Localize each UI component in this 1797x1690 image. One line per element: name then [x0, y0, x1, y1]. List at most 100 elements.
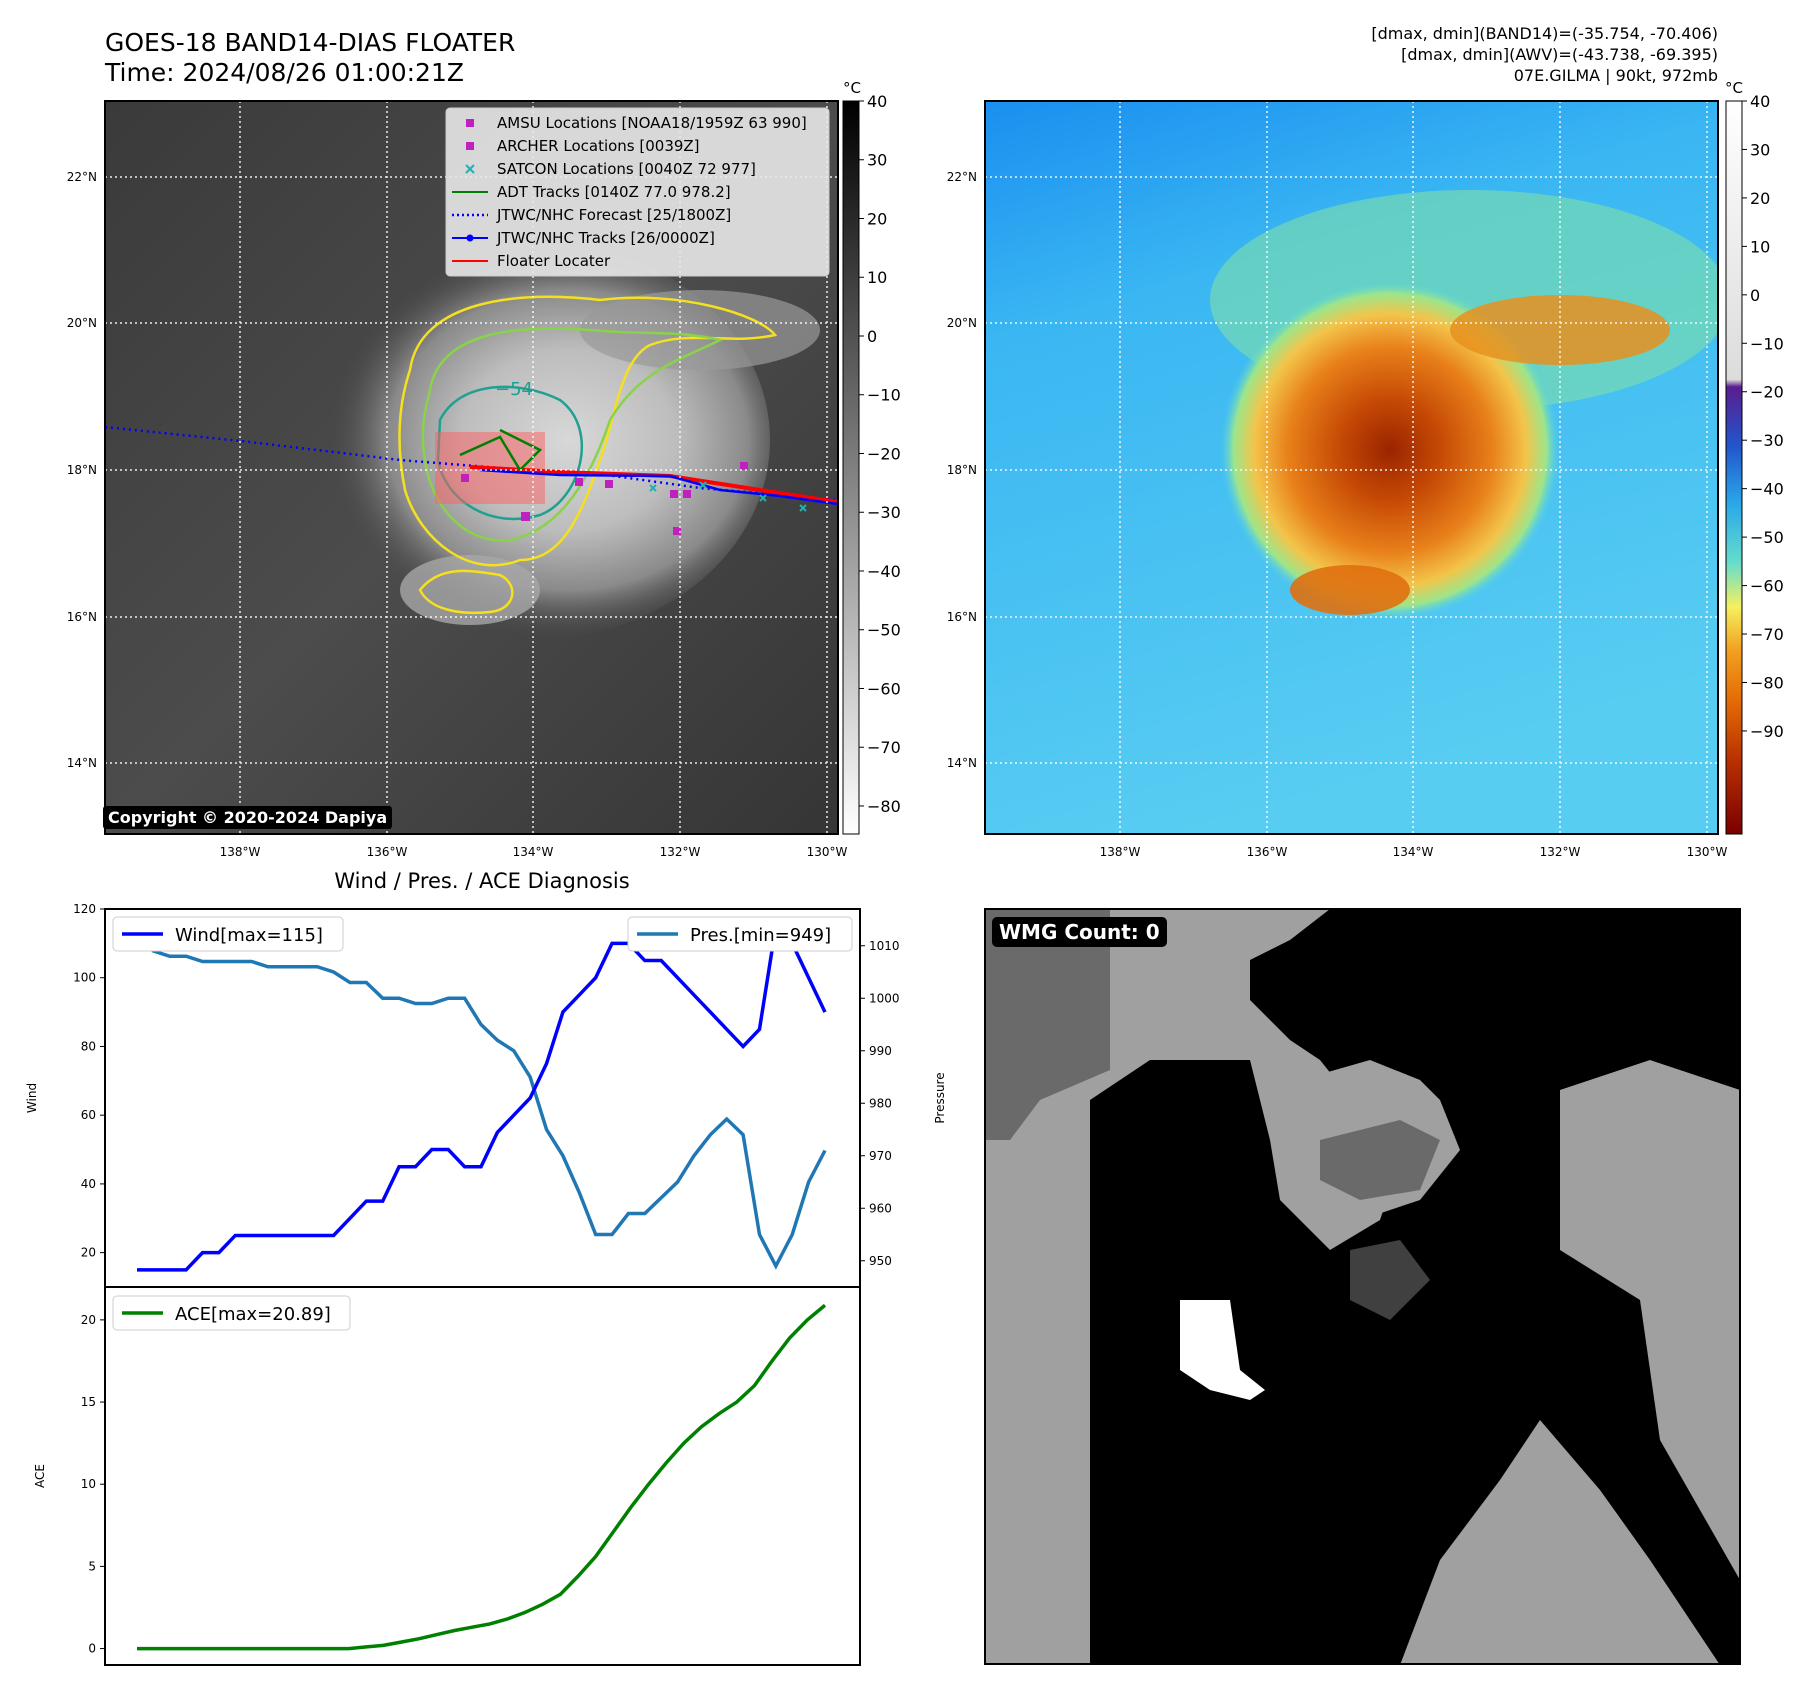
ir-lat-labels: 22°N 20°N 18°N 16°N 14°N: [67, 170, 97, 770]
colorbar-tick-label: −10: [1750, 334, 1784, 353]
colorbar-tick-label: −70: [867, 738, 901, 757]
info-storm-id: 07E.GILMA | 90kt, 972mb: [1514, 66, 1718, 85]
wv-lon-label-134w: 134°W: [1393, 845, 1434, 859]
ace-series-line: [137, 1303, 827, 1651]
figure-title: GOES-18 BAND14-DIAS FLOATER: [105, 28, 515, 57]
diagnosis-title: Wind / Pres. / ACE Diagnosis: [334, 869, 629, 893]
lat-label-18n: 18°N: [67, 463, 97, 477]
contour-yellow-south: [418, 569, 514, 615]
wind-tick-label: 20: [81, 1246, 96, 1260]
wv-lat-label-22n: 22°N: [947, 170, 977, 184]
colorbar-tick-label: 0: [1750, 286, 1760, 305]
colorbar-tick-label: −50: [1750, 528, 1784, 547]
wind-pressure-chart: 20 40 60 80 100 120 950 960 970 980 990 1000 1010 Win…: [73, 902, 900, 1288]
ir-colorbar-unit: °C: [843, 79, 861, 97]
colorbar-tick-label: 10: [867, 268, 887, 287]
figure-time: Time: 2024/08/26 01:00:21Z: [104, 58, 464, 87]
colorbar-tick-label: 30: [1750, 140, 1770, 159]
colorbar-tick-label: −10: [867, 386, 901, 405]
wmg-inner-core: [1350, 1240, 1430, 1320]
wv-outflow-orange: [1450, 295, 1670, 365]
contour-yellow-outer: [398, 295, 778, 567]
lon-label-130w: 130°W: [807, 845, 848, 859]
wind-tick-label: 120: [73, 902, 96, 916]
wv-lat-label-20n: 20°N: [947, 316, 977, 330]
colorbar-tick-label: −40: [1750, 480, 1784, 499]
pressure-series-line: [135, 933, 827, 1270]
wind-tick-label: 100: [73, 971, 96, 985]
lat-label-14n: 14°N: [67, 756, 97, 770]
contour-green: [421, 327, 724, 542]
lon-label-138w: 138°W: [220, 845, 261, 859]
colorbar-tick-label: 40: [867, 92, 887, 111]
colorbar-tick-label: −80: [867, 797, 901, 816]
legend-item-5: JTWC/NHC Tracks [26/0000Z]: [452, 229, 715, 247]
colorbar-tick-label: −60: [867, 679, 901, 698]
info-band14-range: [dmax, dmin](BAND14)=(-35.754, -70.406): [1371, 24, 1718, 43]
lat-label-20n: 20°N: [67, 316, 97, 330]
legend-label: ADT Tracks [0140Z 77.0 978.2]: [497, 183, 731, 201]
ir-colorbar-gradient: [842, 100, 860, 835]
info-awv-range: [dmax, dmin](AWV)=(-43.738, -69.395): [1401, 45, 1718, 64]
pressure-tick-label: 960: [869, 1201, 892, 1215]
legend-item-4: JTWC/NHC Forecast [25/1800Z]: [452, 206, 731, 224]
legend-marker-square: [466, 142, 474, 150]
pressure-legend: Pres.[min=949]: [627, 916, 853, 952]
legend-item-6: Floater Locater: [452, 252, 611, 270]
colorbar-tick-label: −40: [867, 562, 901, 581]
pressure-tick-label: 980: [869, 1096, 892, 1110]
ace-legend-label: ACE[max=20.89]: [175, 1304, 331, 1325]
ace-legend: ACE[max=20.89]: [112, 1295, 351, 1331]
ace-chart: 0 5 10 15 20 ACE[max=20.89]: [81, 1286, 861, 1666]
wind-tick-label: 60: [81, 1108, 96, 1122]
legend-label: SATCON Locations [0040Z 72 977]: [497, 160, 756, 178]
colorbar-tick-label: −70: [1750, 625, 1784, 644]
colorbar-tick-label: −50: [867, 621, 901, 640]
wv-image-panel: [984, 100, 1719, 835]
legend-item-1: ARCHER Locations [0039Z]: [466, 137, 700, 155]
wind-legend-label: Wind[max=115]: [175, 925, 323, 946]
wv-storm-core: [1220, 280, 1560, 620]
pressure-tick-label: 970: [869, 1149, 892, 1163]
wmg-white-blob: [1180, 1300, 1265, 1400]
satcon-markers: [649, 481, 807, 512]
wind-legend: Wind[max=115]: [112, 916, 344, 952]
contour-label: −54: [495, 379, 533, 400]
colorbar-tick-label: 0: [867, 327, 877, 346]
colorbar-tick-label: −20: [867, 444, 901, 463]
wv-lon-label-130w: 130°W: [1687, 845, 1728, 859]
ace-tick-label: 15: [81, 1395, 96, 1409]
amsu-markers: [461, 462, 748, 535]
lat-label-22n: 22°N: [67, 170, 97, 184]
pressure-legend-label: Pres.[min=949]: [690, 925, 831, 946]
wv-lat-labels: 22°N 20°N 18°N 16°N 14°N: [947, 170, 977, 770]
ir-colorbar: °C 40 30 20 10 0 −10 −20 −30 −40 −50 −60 −70 −80: [842, 79, 901, 835]
colorbar-tick-label: −90: [1750, 722, 1784, 741]
wv-lat-label-18n: 18°N: [947, 463, 977, 477]
lon-label-134w: 134°W: [513, 845, 554, 859]
pressure-axis-label: Pressure: [933, 1072, 947, 1123]
wind-legend-box: [112, 916, 344, 952]
legend-marker-dot: [466, 234, 474, 242]
map-legend: AMSU Locations [NOAA18/1959Z 63 990] ARCH…: [445, 107, 830, 277]
colorbar-tick-label: −30: [867, 503, 901, 522]
wv-frame: [984, 100, 1719, 835]
ace-axis-label: ACE: [33, 1464, 47, 1488]
colorbar-tick-label: −80: [1750, 673, 1784, 692]
pressure-tick-label: 1000: [869, 991, 900, 1005]
wv-gridlines: [985, 101, 1718, 834]
wmg-dark-corner: [985, 909, 1110, 1140]
lon-label-132w: 132°W: [660, 845, 701, 859]
ir-outflow-band: [580, 290, 820, 370]
pressure-legend-box: [627, 916, 853, 952]
colorbar-tick-label: −60: [1750, 577, 1784, 596]
wmg-panel: [984, 908, 1741, 1665]
legend-item-2: SATCON Locations [0040Z 72 977]: [465, 160, 756, 178]
ace-tick-label: 20: [81, 1313, 96, 1327]
wmg-count-badge: WMG Count: 0: [992, 917, 1167, 947]
wmg-dark-core: [1320, 1120, 1440, 1200]
legend-label: JTWC/NHC Tracks [26/0000Z]: [496, 229, 715, 247]
legend-item-0: AMSU Locations [NOAA18/1959Z 63 990]: [466, 114, 807, 132]
wv-colorbar-gradient: [1725, 100, 1743, 835]
